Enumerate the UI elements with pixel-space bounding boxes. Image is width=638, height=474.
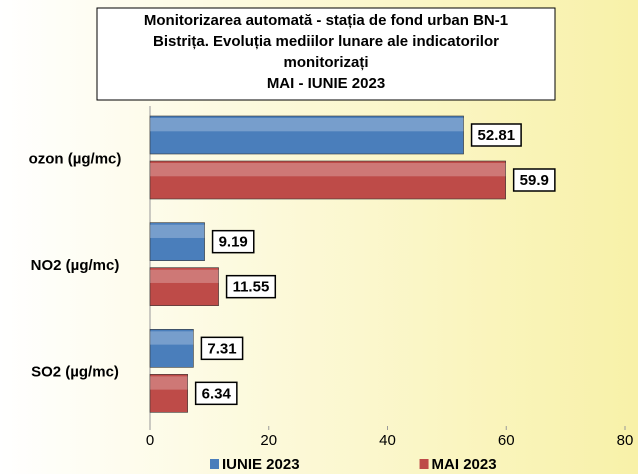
chart-title: Bistrița. Evoluția mediilor lunare ale i… — [153, 33, 499, 50]
y-tick-label: ozon (µg/mc) — [29, 150, 122, 167]
x-tick-label: 60 — [498, 432, 515, 449]
data-label-box — [225, 274, 277, 299]
bar — [149, 115, 464, 155]
x-tick-label: 20 — [260, 432, 277, 449]
data-label: 11.55 — [233, 279, 270, 296]
data-label: 52.81 — [478, 127, 516, 144]
data-label: 7.31 — [207, 340, 236, 357]
bar — [149, 160, 506, 200]
chart-title: monitorizați — [284, 54, 369, 71]
bar-highlight — [150, 163, 506, 177]
x-tick-label: 80 — [617, 432, 634, 449]
legend-swatch — [419, 459, 429, 469]
legend-label: MAI 2023 — [432, 456, 497, 473]
data-label-box — [470, 123, 522, 147]
data-label-box — [512, 168, 556, 192]
chart-title: MAI - IUNIE 2023 — [267, 75, 385, 92]
bar — [149, 222, 205, 261]
y-tick-label: NO2 (µg/mc) — [31, 257, 120, 274]
legend-swatch — [210, 459, 219, 469]
data-label: 9.19 — [219, 234, 248, 251]
data-label: 6.34 — [202, 385, 232, 402]
title-box — [96, 7, 556, 101]
legend-label: IUNIE 2023 — [222, 456, 300, 473]
bar — [149, 267, 219, 306]
bar-highlight — [150, 118, 464, 132]
data-label: 59.9 — [520, 172, 549, 189]
y-tick-label: SO2 (µg/mc) — [31, 364, 119, 381]
bar-highlight — [150, 376, 188, 390]
data-label-box — [211, 229, 255, 254]
data-label-box — [194, 381, 238, 406]
bar — [149, 374, 188, 413]
bar — [149, 329, 194, 368]
bar-highlight — [150, 269, 219, 283]
chart-title: Monitorizarea automată - stația de fond … — [144, 12, 508, 29]
data-label-box — [200, 336, 244, 361]
x-tick-label: 40 — [379, 432, 396, 449]
bar-highlight — [150, 331, 194, 345]
bar-highlight — [150, 224, 205, 238]
x-tick-label: 0 — [146, 432, 154, 449]
